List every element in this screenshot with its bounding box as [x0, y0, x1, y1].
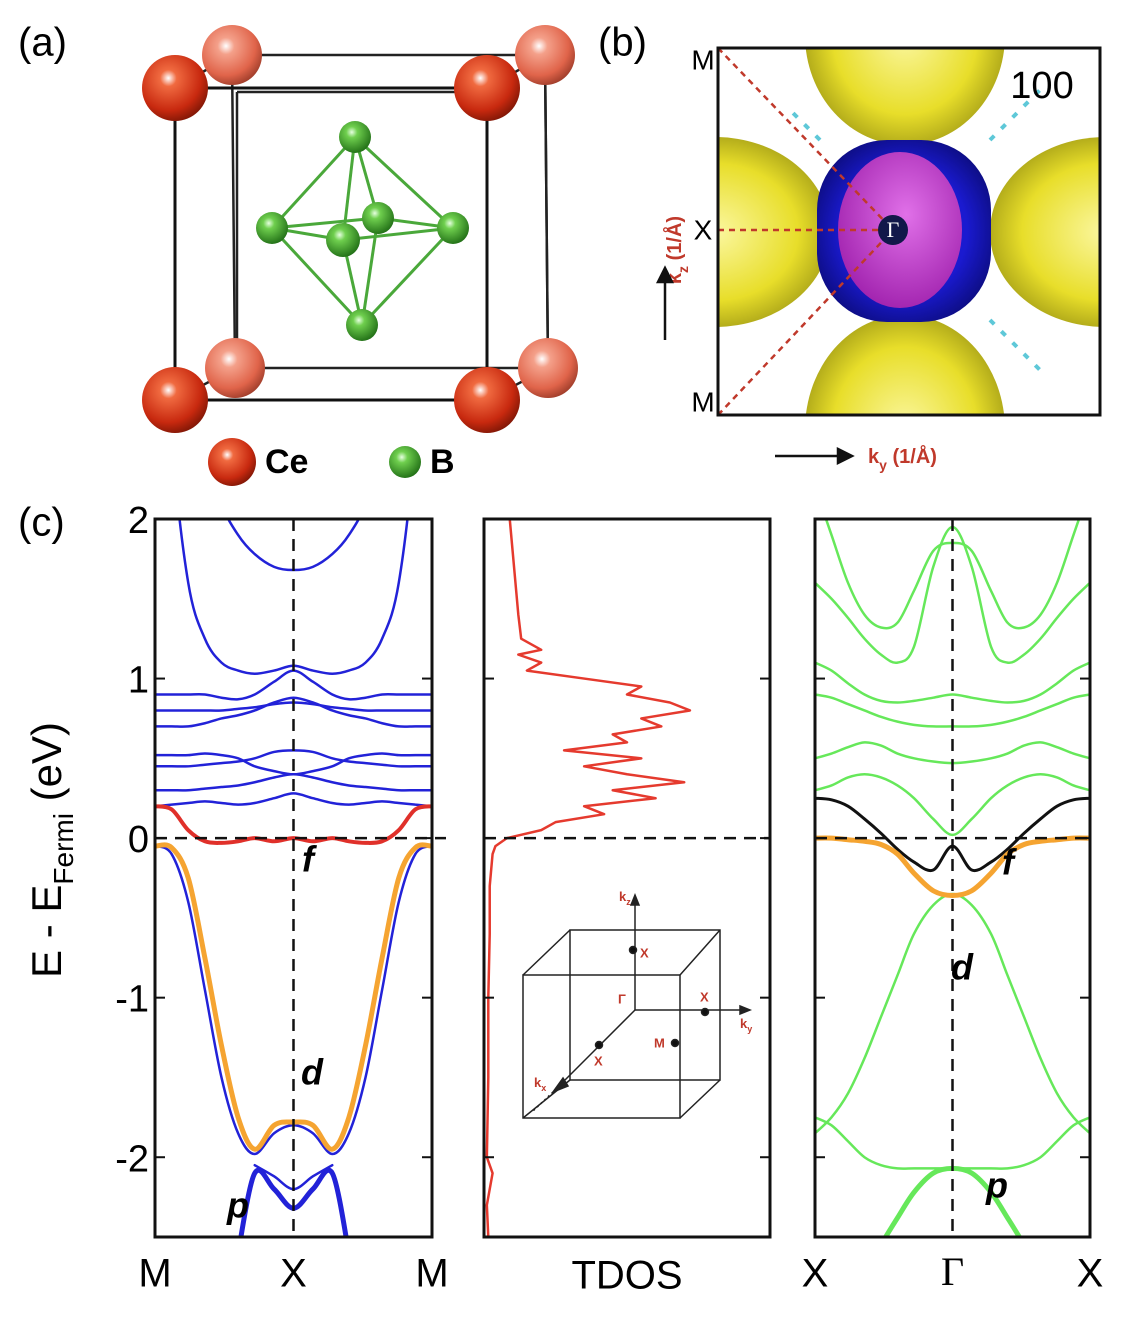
octahedron [256, 121, 469, 341]
x-axis-label: TDOS [571, 1254, 682, 1298]
panel-label: (b) [598, 21, 647, 65]
legend-ce-marker [208, 438, 256, 486]
y-tick-label: 2 [128, 500, 149, 542]
k-point: M [691, 386, 714, 417]
legend-label: Ce [265, 443, 308, 481]
axis-label-part: z [675, 266, 691, 273]
frame [482, 517, 772, 1239]
x-tick-label: M [415, 1252, 448, 1296]
inset-label: X [594, 1053, 603, 1068]
band-annotation: d [301, 1052, 324, 1093]
band-annotation: d [951, 947, 974, 988]
inset-label-part: z [626, 897, 631, 907]
axis-label-part: y [879, 457, 887, 473]
band-line [155, 792, 432, 808]
axis-label-part: k [868, 446, 880, 468]
bz-inset [522, 892, 753, 1119]
band-line [815, 835, 1090, 899]
axis-label-part: (1/Å) [887, 444, 937, 468]
dos-line [485, 519, 692, 1237]
fermi-surface [718, 48, 1100, 415]
x-tick-label: Γ [941, 1249, 964, 1294]
legend-b-marker [389, 446, 421, 478]
front-atoms [142, 55, 520, 433]
band-line [155, 752, 432, 776]
x-tick-label: X [280, 1252, 307, 1296]
band-annotation: f [1002, 842, 1017, 883]
y-axis-label-part: (eV) [23, 722, 70, 813]
inset-label: kx [534, 1075, 546, 1093]
inset-label: kz [619, 889, 631, 907]
frame [716, 46, 1102, 417]
axis-label: kz (1/Å) [662, 216, 690, 284]
y-axis-label: E - EFermi (eV) [23, 722, 79, 978]
k-point: X [694, 214, 713, 245]
band-annotation: f [302, 839, 317, 880]
plane-label: 100 [1010, 65, 1073, 107]
y-axis-label-part: E - E [23, 885, 70, 978]
axis-label-part: (1/Å) [662, 216, 686, 266]
k-point: M [691, 44, 714, 75]
band-line [155, 696, 432, 728]
inset-label-part: k [619, 889, 627, 904]
inset-label-part: x [541, 1083, 546, 1093]
plot-data [485, 519, 692, 1237]
panel-label: (a) [18, 21, 67, 65]
x-tick-label: X [802, 1252, 829, 1296]
band-line [815, 661, 1090, 704]
y-axis-label-part: Fermi [48, 813, 79, 885]
legend-label: B [430, 443, 455, 481]
inset-label-part: k [534, 1075, 542, 1090]
inset-label: ky [740, 1016, 752, 1034]
y-tick-label: -1 [115, 979, 149, 1021]
band-line [815, 773, 1090, 837]
frame [153, 517, 434, 1239]
inset-label: X [700, 989, 709, 1004]
panel-label: (c) [18, 501, 65, 545]
band-plots: 2 1 0 -1 -2 M X Mf d p TDOS X Γ Xf d p [115, 500, 1104, 1298]
gamma-label: Γ [887, 217, 900, 242]
axis-label: ky (1/Å) [868, 444, 937, 472]
y-tick-label: -2 [115, 1138, 149, 1180]
inset-label-part: k [740, 1016, 748, 1031]
inset-label: X [640, 945, 649, 960]
frame [813, 517, 1092, 1239]
x-tick-label: X [1077, 1252, 1104, 1296]
back-atoms [202, 25, 578, 398]
inset-label-part: y [747, 1024, 752, 1034]
x-tick-label: M [138, 1252, 171, 1296]
inset-label: Γ [618, 991, 626, 1006]
y-tick-label: 0 [128, 819, 149, 861]
arrow [655, 265, 855, 466]
band-annotation: p [226, 1185, 249, 1226]
y-tick-label: 1 [128, 660, 149, 702]
inset-label: M [654, 1035, 665, 1050]
band-annotation: p [985, 1165, 1008, 1206]
